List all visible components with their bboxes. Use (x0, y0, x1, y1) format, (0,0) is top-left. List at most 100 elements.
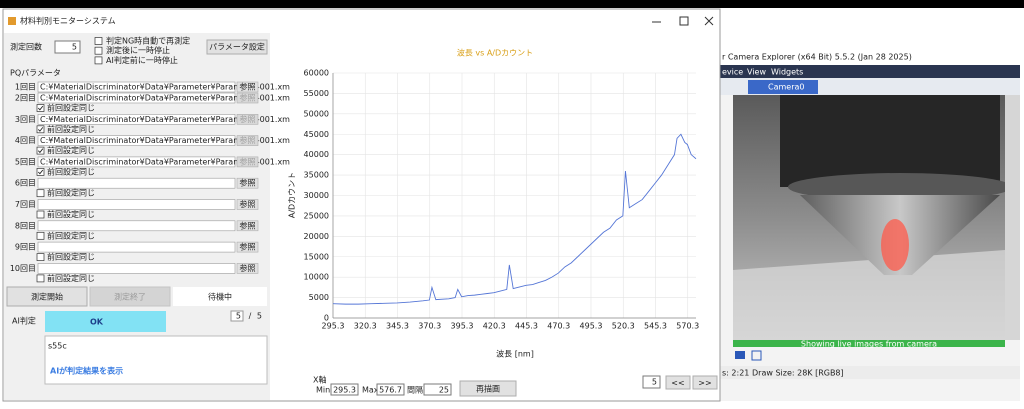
row-checkbox-label[interactable]: 前回設定同じ (47, 124, 95, 134)
prev-button[interactable] (665, 375, 691, 390)
path-input[interactable] (37, 199, 236, 210)
min-input[interactable] (330, 383, 359, 396)
row-checkbox-label[interactable]: 前回設定同じ (47, 273, 95, 283)
x-tick-label: 320.3 (354, 322, 377, 331)
stop-button[interactable] (89, 286, 171, 307)
next-button-label[interactable]: >> (698, 379, 711, 388)
path-text[interactable]: C:¥MaterialDiscriminator¥Data¥Parameter¥… (40, 94, 290, 103)
browse-button[interactable] (236, 156, 259, 168)
camera-tab-label[interactable]: Camera0 (768, 83, 804, 92)
interval-input[interactable] (423, 383, 452, 396)
prev-button-label[interactable]: << (671, 379, 684, 388)
checkbox[interactable] (94, 37, 103, 45)
output-area[interactable] (44, 335, 268, 385)
camera-icon[interactable] (751, 350, 762, 361)
browse-label[interactable]: 参照 (240, 156, 256, 166)
option-label[interactable]: AI判定前に一時停止 (106, 55, 178, 65)
checkbox[interactable] (94, 46, 103, 55)
browse-button[interactable] (236, 177, 259, 189)
browse-label[interactable]: 参照 (240, 178, 256, 188)
browse-button[interactable] (236, 263, 259, 274)
browse-button[interactable] (236, 220, 259, 232)
count-value[interactable]: 5 (72, 43, 77, 52)
checkbox[interactable] (36, 125, 45, 134)
checkbox[interactable] (36, 146, 45, 155)
path-input[interactable] (37, 135, 236, 146)
browse-button[interactable] (236, 135, 259, 146)
camera-menu[interactable]: Widgets (771, 68, 803, 77)
stop-button-label[interactable]: 測定終了 (114, 292, 146, 302)
max-value[interactable]: 576.7 (379, 386, 402, 395)
checkbox[interactable] (36, 274, 45, 283)
option-label[interactable]: 測定後に一時停止 (106, 45, 170, 55)
close-button[interactable] (704, 16, 714, 26)
page-value[interactable]: 5 (652, 378, 657, 387)
row-checkbox-label[interactable]: 前回設定同じ (47, 252, 95, 262)
path-input[interactable] (37, 263, 236, 274)
checkbox[interactable] (36, 253, 45, 261)
checkbox[interactable] (94, 56, 103, 65)
param-button-label[interactable]: パラメータ設定 (209, 43, 265, 52)
checkbox[interactable] (36, 168, 45, 176)
x-tick-label: 295.3 (322, 322, 345, 331)
x-tick-label: 570.3 (676, 322, 699, 331)
path-input[interactable] (37, 156, 236, 168)
checkbox[interactable] (36, 210, 45, 219)
browse-button[interactable] (236, 114, 259, 125)
path-text[interactable]: C:¥MaterialDiscriminator¥Data¥Parameter¥… (40, 157, 290, 166)
browse-label[interactable]: 参照 (240, 242, 256, 252)
path-text[interactable]: C:¥MaterialDiscriminator¥Data¥Parameter¥… (40, 115, 290, 124)
y-tick-label: 25000 (304, 211, 329, 220)
param-button[interactable] (206, 39, 268, 55)
redraw-button-label[interactable]: 再描画 (476, 384, 500, 394)
row-checkbox-label[interactable]: 前回設定同じ (47, 166, 95, 176)
redraw-button[interactable] (459, 380, 517, 397)
camera-lens (780, 95, 1000, 187)
interval-value[interactable]: 25 (439, 386, 449, 395)
browse-label[interactable]: 参照 (240, 93, 256, 103)
browse-label[interactable]: 参照 (240, 199, 256, 209)
row-checkbox-label[interactable]: 前回設定同じ (47, 145, 95, 155)
camera-menu[interactable]: evice (722, 68, 743, 77)
row-checkbox-label[interactable]: 前回設定同じ (47, 230, 95, 240)
browse-button[interactable] (236, 199, 259, 210)
checkbox[interactable] (36, 231, 45, 240)
camera-tab[interactable] (748, 80, 818, 94)
y-tick-label: 30000 (304, 191, 329, 200)
min-value[interactable]: 295.3 (333, 386, 356, 395)
camera-menu[interactable]: View (747, 68, 766, 77)
path-input[interactable] (37, 177, 236, 189)
browse-button[interactable] (236, 81, 259, 93)
next-button[interactable] (692, 375, 718, 390)
row-checkbox-label[interactable]: 前回設定同じ (47, 188, 95, 198)
browse-button[interactable] (236, 241, 259, 253)
start-button-label[interactable]: 測定開始 (31, 292, 63, 302)
path-input[interactable] (37, 114, 236, 125)
start-button[interactable] (6, 286, 88, 307)
count-input[interactable] (54, 40, 81, 54)
browse-label[interactable]: 参照 (240, 82, 256, 92)
path-input[interactable] (37, 241, 236, 253)
browse-label[interactable]: 参照 (240, 114, 256, 124)
path-input[interactable] (37, 92, 236, 104)
browse-label[interactable]: 参照 (240, 135, 256, 145)
path-text[interactable]: C:¥MaterialDiscriminator¥Data¥Parameter¥… (40, 83, 290, 92)
checkbox[interactable] (36, 104, 45, 112)
maximize-button[interactable] (679, 16, 689, 26)
path-input[interactable] (37, 81, 236, 93)
row-checkbox-label[interactable]: 前回設定同じ (47, 209, 95, 219)
count-label: 測定回数 (10, 42, 42, 52)
page-input[interactable] (642, 375, 661, 389)
browse-label[interactable]: 参照 (240, 263, 256, 273)
checkbox[interactable] (36, 189, 45, 198)
path-text[interactable]: C:¥MaterialDiscriminator¥Data¥Parameter¥… (40, 136, 290, 145)
pq-label: PQパラメータ (10, 69, 61, 78)
max-input[interactable] (376, 383, 405, 396)
browse-label[interactable]: 参照 (240, 220, 256, 230)
row-checkbox-label[interactable]: 前回設定同じ (47, 103, 95, 113)
option-label[interactable]: 判定NG時自動で再測定 (106, 36, 190, 46)
camera-icon[interactable] (735, 351, 745, 359)
path-input[interactable] (37, 220, 236, 232)
browse-button[interactable] (236, 92, 259, 104)
